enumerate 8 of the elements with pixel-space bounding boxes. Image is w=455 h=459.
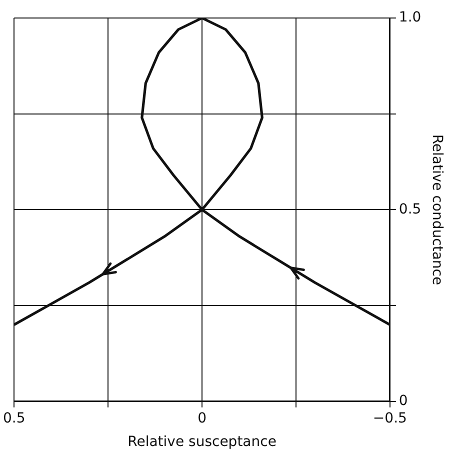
y-axis-title: Relative conductance bbox=[428, 134, 445, 286]
y-tick-label: 0 bbox=[398, 393, 408, 410]
x-tick-label: 0.5 bbox=[3, 410, 26, 426]
y-tick-label: 1.0 bbox=[398, 10, 422, 26]
x-tick-label: 0 bbox=[198, 410, 206, 426]
y-tick-label: 0.5 bbox=[398, 201, 422, 218]
x-axis-title: Relative susceptance bbox=[128, 434, 276, 450]
x-tick-label: −0.5 bbox=[372, 410, 407, 426]
